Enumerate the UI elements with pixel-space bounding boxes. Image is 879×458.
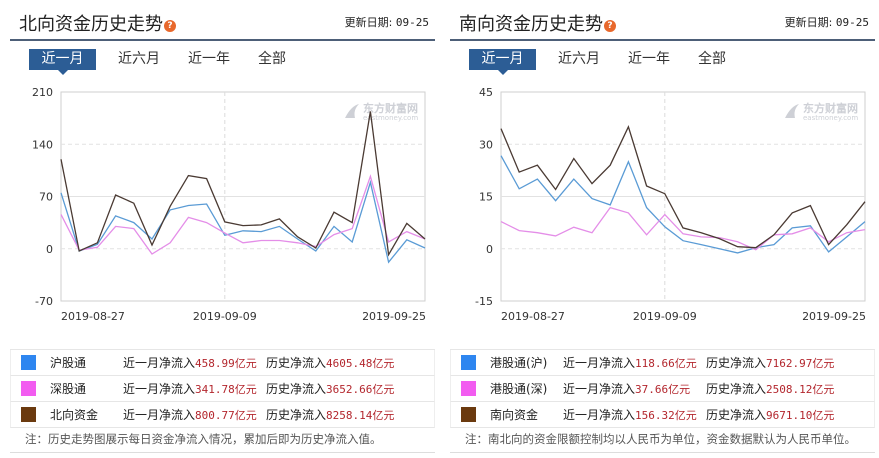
svg-text:2019-09-25: 2019-09-25: [362, 310, 426, 323]
svg-text:2019-09-25: 2019-09-25: [802, 310, 866, 323]
legend-swatch: [21, 407, 36, 422]
svg-text:2019-08-27: 2019-08-27: [61, 310, 125, 323]
svg-text:45: 45: [479, 86, 493, 99]
legend-row: 北向资金 近一月净流入800.77亿元 历史净流入8258.14亿元: [10, 402, 435, 428]
tab-1year[interactable]: 近一年: [628, 51, 670, 67]
svg-text:0: 0: [46, 243, 53, 256]
help-icon[interactable]: ?: [604, 20, 616, 32]
svg-text:15: 15: [479, 191, 493, 204]
svg-text:70: 70: [39, 191, 53, 204]
north-title: 北向资金历史走势?: [19, 10, 176, 36]
svg-text:2019-09-09: 2019-09-09: [193, 310, 257, 323]
south-line-chart: 45 30 15 0 -15 2019-08-27 2019-09-09 2019-09-25…: [475, 86, 866, 323]
legend-row: 沪股通 近一月净流入458.99亿元 历史净流入4605.48亿元: [10, 350, 435, 376]
legend-swatch: [461, 381, 476, 396]
south-legend: 港股通(沪) 近一月净流入118.66亿元 历史净流入7162.97亿元 港股通…: [450, 349, 875, 428]
north-line-chart: 210 140 70 0 -70 2019-08-27 2019-09-09 2019-09-…: [32, 86, 426, 323]
north-tabs: 近一月 近六月 近一年 全部: [29, 49, 304, 75]
tab-all[interactable]: 全部: [258, 51, 286, 67]
tab-all[interactable]: 全部: [698, 51, 726, 67]
svg-text:210: 210: [32, 86, 53, 99]
legend-row: 港股通(沪) 近一月净流入118.66亿元 历史净流入7162.97亿元: [450, 350, 875, 376]
svg-text:2019-09-09: 2019-09-09: [633, 310, 697, 323]
legend-swatch: [21, 355, 36, 370]
south-title: 南向资金历史走势?: [459, 10, 616, 36]
svg-text:东方财富网: 东方财富网: [363, 101, 418, 115]
north-chart: 210 140 70 0 -70 2019-08-27 2019-09-09 2019-09-…: [0, 80, 440, 330]
divider: [450, 452, 875, 453]
south-update-date: 更新日期: 09-25: [784, 16, 869, 29]
legend-swatch: [461, 407, 476, 422]
tab-6month[interactable]: 近六月: [558, 51, 600, 67]
north-update-date: 更新日期: 09-25: [344, 16, 429, 29]
svg-text:0: 0: [486, 243, 493, 256]
north-note: 注：历史走势图展示每日资金净流入情况，累加后即为历史净流入值。: [25, 432, 382, 446]
svg-text:东方财富网: 东方财富网: [803, 101, 858, 115]
svg-text:2019-08-27: 2019-08-27: [501, 310, 565, 323]
tab-1month[interactable]: 近一月: [469, 49, 536, 75]
legend-row: 深股通 近一月净流入341.78亿元 历史净流入3652.66亿元: [10, 376, 435, 402]
tab-1month[interactable]: 近一月: [29, 49, 96, 75]
north-panel: 北向资金历史走势? 更新日期: 09-25 近一月 近六月 近一年 全部 210…: [0, 0, 440, 453]
south-tabs: 近一月 近六月 近一年 全部: [469, 49, 744, 75]
svg-text:30: 30: [479, 138, 493, 151]
tab-6month[interactable]: 近六月: [118, 51, 160, 67]
south-header: 南向资金历史走势? 更新日期: 09-25: [450, 0, 875, 41]
svg-text:eastmoney.com: eastmoney.com: [363, 114, 418, 122]
svg-text:-70: -70: [35, 295, 53, 308]
legend-swatch: [21, 381, 36, 396]
north-header: 北向资金历史走势? 更新日期: 09-25: [10, 0, 435, 41]
svg-text:-15: -15: [475, 295, 493, 308]
divider: [10, 452, 435, 453]
legend-row: 港股通(深) 近一月净流入37.66亿元 历史净流入2508.12亿元: [450, 376, 875, 402]
svg-text:140: 140: [32, 138, 53, 151]
south-note: 注：南北向的资金限额控制均以人民币为单位，资金数据默认为人民币单位。: [465, 432, 856, 446]
north-legend: 沪股通 近一月净流入458.99亿元 历史净流入4605.48亿元 深股通 近一…: [10, 349, 435, 428]
tab-1year[interactable]: 近一年: [188, 51, 230, 67]
svg-text:eastmoney.com: eastmoney.com: [803, 114, 858, 122]
legend-row: 南向资金 近一月净流入156.32亿元 历史净流入9671.10亿元: [450, 402, 875, 428]
south-panel: 南向资金历史走势? 更新日期: 09-25 近一月 近六月 近一年 全部 45 3…: [440, 0, 879, 458]
south-chart: 45 30 15 0 -15 2019-08-27 2019-09-09 2019-09-25…: [440, 80, 879, 330]
legend-swatch: [461, 355, 476, 370]
help-icon[interactable]: ?: [164, 20, 176, 32]
